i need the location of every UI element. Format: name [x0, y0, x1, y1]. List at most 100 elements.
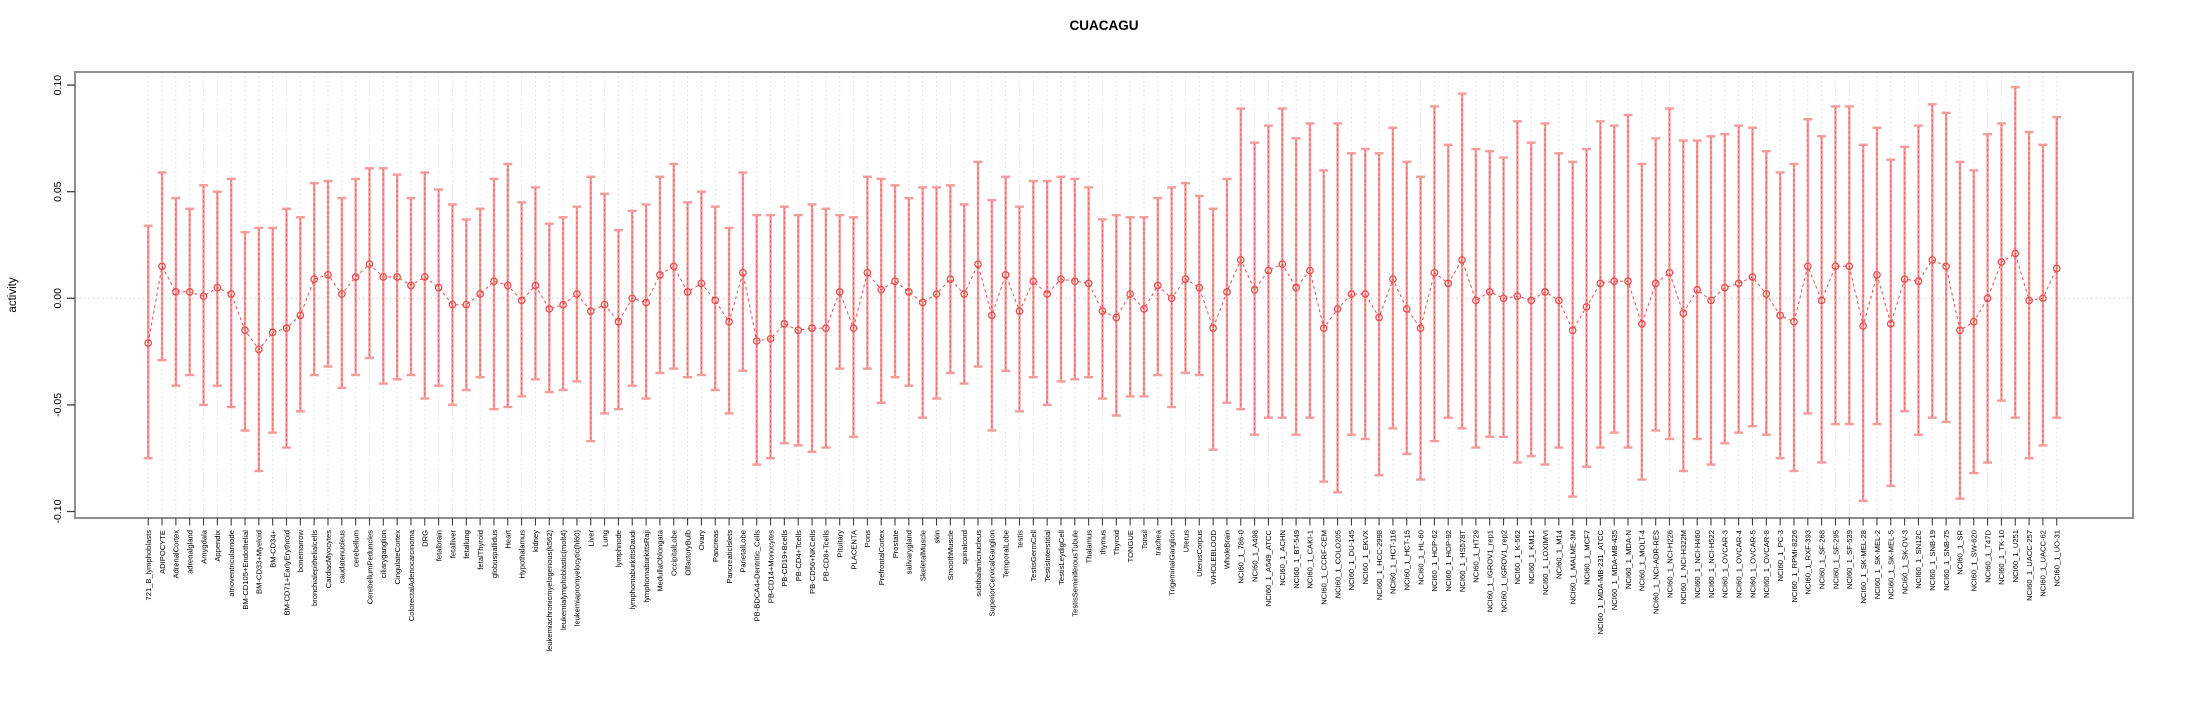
x-tick-label: NCI60_1_DU-145 [1347, 530, 1356, 590]
data-point [1485, 288, 1494, 296]
data-point [1513, 292, 1522, 301]
x-tick-label: Appendix [213, 530, 222, 562]
x-tick-label: NCI60_1_HT29 [1472, 530, 1481, 583]
x-tick-label: spinalcord [960, 530, 969, 565]
data-point [351, 273, 360, 281]
data-point [849, 324, 858, 332]
x-tick-label: fetalThyroid [476, 530, 485, 570]
data-point [517, 296, 526, 305]
x-tick-label: NCI60_1_PC-3 [1776, 530, 1785, 582]
x-tick-label: CardiacMyocytes [324, 530, 333, 588]
data-point [365, 260, 374, 269]
x-tick-label: TrigeminalGanglion [1167, 530, 1176, 596]
x-tick-label: PB-CD19+Bcells [780, 530, 789, 587]
y-tick-label: 0.05 [52, 181, 64, 202]
x-tick-label: lymphomaburkittsDaudi [628, 530, 637, 610]
x-tick-label: OlfactoryBulb [683, 530, 692, 576]
x-tick-label: PB-CD56+NKCells [808, 530, 817, 594]
x-tick-label: Pancreas [711, 530, 720, 562]
x-tick-label: SmoothMuscle [946, 530, 955, 580]
y-tick-label: -0.05 [52, 393, 64, 417]
x-tick-label: Thalamus [1084, 530, 1093, 564]
data-point [1942, 262, 1950, 271]
data-point [531, 281, 540, 290]
x-tick-label: TemporalLobe [1001, 530, 1010, 578]
data-point [393, 273, 401, 281]
x-tick-label: TestisSeminiferousTubule [1071, 530, 1080, 617]
data-point [1956, 326, 1964, 335]
x-tick-label: kidney [531, 530, 540, 552]
data-point [1707, 296, 1715, 305]
x-tick-label: NCI60_1_TK-10 [1997, 530, 2006, 585]
data-point [490, 277, 498, 286]
x-tick-label: NCI60_1_MDA-N [1624, 530, 1633, 589]
data-point [1153, 281, 1162, 290]
x-tick-label: PancreaticIslets [725, 530, 734, 584]
x-tick-label: NCI60_1_HOP-62 [1430, 530, 1439, 592]
x-tick-label: subthalamicnucleus [974, 530, 983, 597]
data-point [1555, 296, 1563, 305]
data-point [1140, 305, 1148, 313]
data-point [1720, 283, 1729, 292]
x-tick-label: NCI60_1_SK-MEL-2 [1873, 530, 1882, 599]
data-point [1223, 288, 1231, 296]
data-point [822, 324, 830, 332]
data-point [808, 324, 816, 332]
x-tick-label: fetalliver [448, 530, 457, 559]
x-tick-label: NCI60_1_CCRF-CEM [1320, 530, 1329, 605]
data-point [462, 300, 471, 309]
data-point [1195, 283, 1204, 292]
x-tick-label: NCI60_1_MCF7 [1582, 530, 1591, 585]
x-tick-label: NCI60_1_T47D [1983, 529, 1992, 582]
x-tick-label: NCI60_1_MDA-MB-435 [1610, 530, 1619, 610]
x-tick-label: NCI60_1_RPMI-8226 [1790, 530, 1799, 603]
data-point [1444, 279, 1453, 288]
x-tick-label: TestisGermCell [1029, 530, 1038, 582]
data-point [1886, 320, 1895, 328]
data-point [310, 275, 319, 283]
data-point [863, 268, 872, 277]
data-point [1762, 290, 1771, 298]
data-point [1624, 277, 1632, 286]
data-point [918, 298, 927, 307]
x-tick-label: NCI60_1_U251 [2011, 530, 2020, 582]
x-tick-label: NCI60_1_MALME-3M [1568, 530, 1577, 604]
data-point [1167, 294, 1176, 303]
x-tick-label: fetallung [462, 530, 471, 559]
chart-title: CUACAGU [1070, 18, 1139, 33]
x-tick-label: NCI60_1_HOP-92 [1444, 530, 1453, 592]
data-point [1209, 324, 1217, 332]
axis-labels: 0.10 0.05 0.00 -0.05 -0.10 721_B_lymphoblasts… [52, 75, 2062, 652]
data-point [1070, 277, 1079, 286]
x-tick-label: lymphnode [614, 530, 623, 567]
x-tick-label: TestisLeydigCell [1057, 530, 1066, 585]
x-tick-label: NCI60_1_NCI-H322M [1679, 530, 1688, 604]
data-point [2039, 294, 2047, 303]
data-point [711, 296, 720, 305]
x-tick-label: NCI60_1_LOXIMVI [1541, 530, 1550, 595]
x-tick-label: NCI60_1_HL-60 [1416, 530, 1425, 585]
x-tick-label: Lung [600, 530, 609, 547]
data-point [1527, 296, 1536, 305]
data-point [891, 277, 899, 286]
x-tick-label: CerebellumPeduncles [365, 530, 374, 604]
x-tick-label: NCI60_1_A549_ATCC [1264, 529, 1273, 606]
x-tick-label: NCI60_1_NCI-H460 [1693, 530, 1702, 598]
x-tick-label: Prostate [891, 530, 900, 558]
data-point [1983, 294, 1992, 303]
data-point [932, 290, 941, 298]
x-tick-label: Amygdala [199, 529, 208, 564]
gridlines [75, 72, 2133, 518]
data-point [1817, 296, 1826, 305]
x-tick-label: NCI60_1_BT-549 [1292, 530, 1301, 589]
x-tick-label: NCI60_1_K-562 [1513, 530, 1522, 584]
x-tick-label: PB-BDCA4+Dentritic_Cells [753, 530, 762, 622]
data-point [1499, 294, 1508, 303]
x-tick-label: PLACENTA [849, 529, 858, 569]
x-tick-label: WholeBrain [1223, 530, 1232, 569]
y-axis-title: activity [7, 277, 19, 312]
data-point [739, 268, 747, 277]
data-point [172, 288, 180, 296]
data-point [1665, 268, 1674, 277]
x-tick-label: cerebellum [351, 530, 360, 567]
